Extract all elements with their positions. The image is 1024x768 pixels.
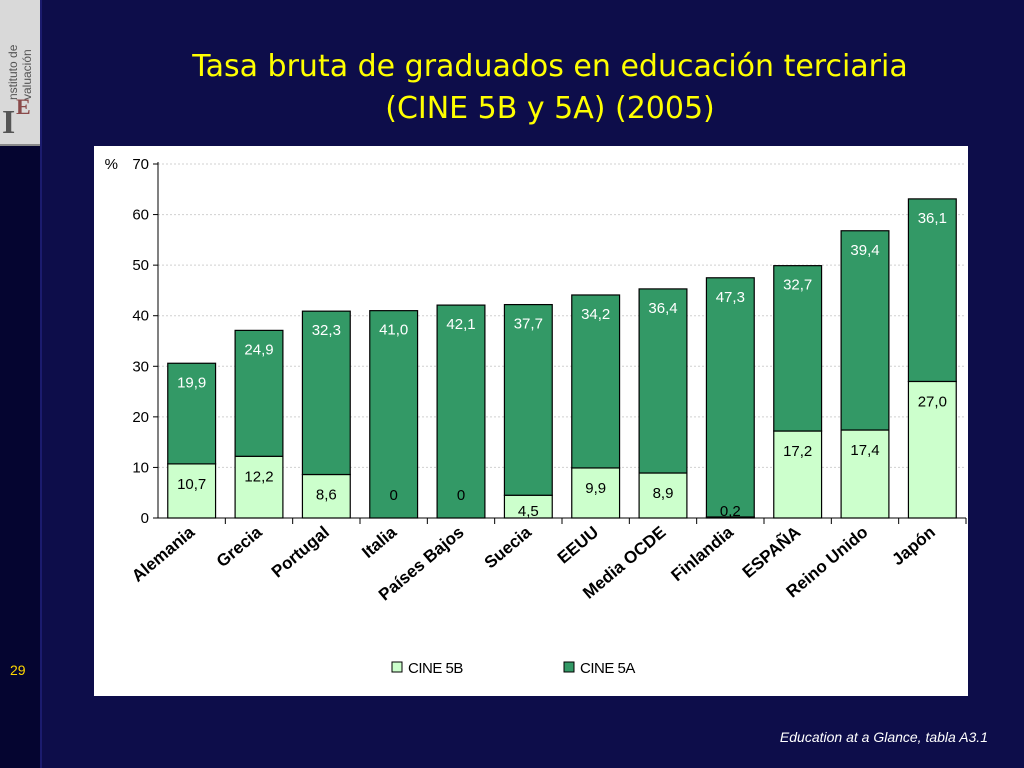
bar-cine-5a: [167, 362, 217, 465]
data-label-cine-5b: 0: [457, 487, 465, 504]
left-sidebar: nstituto de valuación I E 29: [0, 0, 42, 768]
y-tick-label: 20: [132, 409, 149, 426]
data-label-cine-5b: 17,4: [850, 442, 879, 459]
data-label-cine-5b: 4,5: [518, 503, 539, 520]
x-category-label: Italia: [358, 522, 400, 562]
stacked-bar-chart: 0 10 20 30 40 50 60 70% 10,7 19,9 Alemania 12,2 24,9…: [105, 156, 967, 677]
bar-cine-5a: [503, 303, 553, 496]
bar-cine-5b: [234, 455, 284, 519]
y-tick-label: 0: [141, 510, 149, 527]
legend-swatch: [391, 661, 403, 673]
y-tick-label: 10: [132, 459, 149, 476]
y-tick-label: 60: [132, 207, 149, 224]
logo-letter-e: E: [16, 94, 31, 119]
y-tick-label: 30: [132, 358, 149, 375]
bar-cine-5b: [571, 467, 621, 519]
data-label-cine-5a: 39,4: [850, 242, 879, 259]
y-tick-label: 40: [132, 308, 149, 325]
data-label-cine-5a: 32,7: [783, 277, 812, 294]
data-label-cine-5a: 47,3: [716, 289, 745, 306]
data-label-cine-5b: 0,2: [720, 503, 741, 520]
y-axis-unit-label: %: [105, 156, 118, 173]
x-category-label: Alemania: [128, 522, 199, 585]
institute-logo: nstituto de valuación I E: [0, 0, 40, 146]
data-label-cine-5b: 8,6: [316, 487, 337, 504]
y-tick-label: 50: [132, 257, 149, 274]
bar-cine-5a: [638, 288, 688, 474]
data-label-cine-5a: 19,9: [177, 374, 206, 391]
slide-number: 29: [10, 662, 26, 678]
data-label-cine-5a: 36,1: [918, 210, 947, 227]
x-category-label: Portugal: [268, 523, 333, 582]
legend-label: CINE 5A: [580, 660, 635, 677]
bar-cine-5b: [167, 463, 217, 519]
data-label-cine-5b: 10,7: [177, 476, 206, 493]
data-label-cine-5a: 32,3: [312, 322, 341, 339]
data-label-cine-5b: 8,9: [653, 485, 674, 502]
logo-word-evaluacion: valuación: [20, 49, 34, 100]
logo-word-instituto: nstituto de: [6, 44, 20, 100]
data-label-cine-5b: 27,0: [918, 394, 947, 411]
data-label-cine-5a: 37,7: [514, 316, 543, 333]
bar-cine-5b: [638, 472, 688, 519]
slide-title-line1: Tasa bruta de graduados en educación ter…: [192, 49, 908, 84]
bar-cine-5a: [301, 310, 351, 476]
bar-cine-5b: [773, 430, 823, 519]
chart-panel: 0 10 20 30 40 50 60 70% 10,7 19,9 Alemania 12,2 24,9…: [94, 146, 968, 696]
data-label-cine-5b: 0: [389, 487, 397, 504]
legend-swatch: [563, 661, 575, 673]
slide-title-line2: (CINE 5B y 5A) (2005): [385, 91, 715, 126]
x-category-label: Suecia: [481, 522, 536, 572]
data-label-cine-5a: 34,2: [581, 306, 610, 323]
data-label-cine-5a: 36,4: [648, 300, 677, 317]
y-tick-label: 70: [132, 156, 149, 173]
x-category-label: Grecia: [213, 522, 266, 571]
legend-label: CINE 5B: [408, 660, 463, 677]
data-label-cine-5a: 42,1: [446, 316, 475, 333]
x-category-label: Finlandia: [668, 522, 738, 585]
bar-cine-5a: [436, 304, 486, 519]
bar-cine-5a: [571, 294, 621, 469]
bar-cine-5a: [907, 198, 957, 383]
bar-cine-5b: [840, 429, 890, 519]
x-category-label: Japón: [888, 523, 939, 570]
data-label-cine-5a: 24,9: [244, 341, 273, 358]
data-label-cine-5b: 12,2: [244, 469, 273, 486]
x-category-label: EEUU: [554, 523, 602, 568]
data-label-cine-5b: 17,2: [783, 443, 812, 460]
logo-letter-i: I: [2, 104, 16, 141]
slide-title: Tasa bruta de graduados en educación ter…: [120, 46, 980, 130]
bar-cine-5b: [907, 380, 957, 519]
data-label-cine-5b: 9,9: [585, 480, 606, 497]
bar-cine-5a: [773, 265, 823, 432]
bar-cine-5a: [369, 310, 419, 519]
bar-cine-5a: [234, 329, 284, 457]
bar-cine-5a: [705, 277, 755, 518]
x-category-label: ESPAÑA: [738, 522, 804, 582]
data-label-cine-5a: 41,0: [379, 322, 408, 339]
bar-cine-5a: [840, 230, 890, 431]
source-note: Education at a Glance, tabla A3.1: [779, 729, 988, 745]
